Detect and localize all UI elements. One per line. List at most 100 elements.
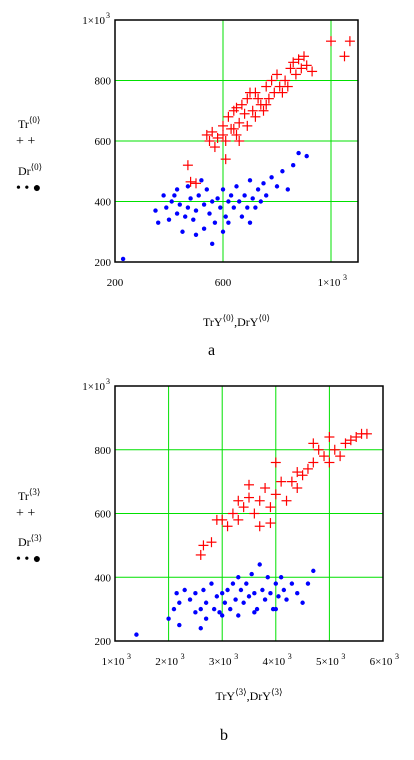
dr-point [280,169,285,174]
dr-point [182,587,187,593]
tr-point [206,537,217,548]
tr-point [344,36,355,47]
tr-point [299,51,309,62]
tr-point [335,451,346,462]
tr-point [324,457,335,468]
dr-point [237,199,242,204]
dr-point [203,616,209,621]
x-tick-label: 1×10 [318,277,341,289]
dr-point [241,600,246,605]
dr-point [304,153,309,159]
tr-point [207,126,218,137]
x-tick-exponent: 3 [288,652,292,661]
dr-point [295,590,300,596]
dr-point [214,594,220,599]
y-tick-label: 1×10 [82,381,105,393]
tr-point [231,129,242,140]
dr-point [265,575,270,580]
x-tick-exponent: 3 [343,273,347,282]
tr-point [249,508,260,519]
dr-point [289,581,295,586]
dr-point [226,199,231,204]
dr-point [230,581,236,586]
dr-point [300,600,305,605]
dr-point [199,178,204,183]
tr-point [218,120,228,131]
dr-point [305,581,311,586]
dr-point [238,587,244,593]
tr-point [212,132,223,143]
dr-point [196,193,201,198]
legend-series-superscript: ⟨3⟩ [29,487,41,497]
dr-point [198,626,203,631]
x-tick-label: 1×10 [102,656,125,668]
tr-point [296,63,307,74]
dr-point [153,208,158,213]
legend-label: Dr⟨0⟩ [18,162,42,178]
tr-point [292,483,303,493]
plot-frame [114,385,384,642]
dr-point [169,199,174,204]
dr-point [247,178,253,183]
y-tick-label: 600 [95,509,112,521]
y-tick-label: 200 [95,257,112,269]
dr-point [281,587,287,593]
legend-marker: • • ● [16,181,41,196]
y-tick-label: 400 [95,197,112,209]
dr-point [231,205,236,210]
dr-point [220,229,226,234]
tr-point [277,87,288,98]
dr-point [258,199,263,204]
tr-point [302,463,313,474]
dr-point [177,622,182,628]
tr-point [266,75,277,86]
dr-point [166,217,172,222]
dr-point [274,184,280,189]
dr-point [217,610,222,615]
dr-point [250,196,255,201]
tr-point [265,502,276,513]
tr-point [244,479,254,490]
y-tick-label: 400 [95,572,112,584]
dr-point [284,597,289,602]
tr-point [242,120,253,131]
x-axis-label-superscript: ⟨3⟩ [271,687,283,697]
tr-point [281,495,292,506]
x-tick-label: 200 [107,277,124,289]
dr-point [177,202,182,207]
dr-point [161,193,166,198]
dr-point [193,208,199,213]
dr-point [228,193,234,198]
tr-point [261,81,272,92]
tr-point [324,432,335,442]
legend-marker: + + [16,506,35,521]
tr-point [307,66,318,77]
x-tick-label: 4×10 [262,656,285,668]
tr-point [254,521,265,532]
dr-point [220,590,225,596]
dr-point [183,214,188,219]
dr-point [257,562,262,567]
tr-point [250,87,261,98]
dr-point [254,606,260,612]
dr-point [191,217,196,222]
tr-point [222,521,233,532]
panel-label: b [220,727,228,744]
tr-point [236,99,247,110]
x-tick-exponent: 3 [234,652,238,661]
dr-point [156,220,161,225]
dr-point [220,613,225,618]
dr-point [278,575,284,580]
tr-point [227,508,238,519]
dr-point [201,226,207,231]
tr-point [234,117,245,128]
tr-point [292,467,303,478]
x-axis-label: TrY⟨0⟩,DrY⟨0⟩ [203,313,270,329]
tr-point [198,540,209,551]
dr-point [239,214,245,219]
tr-point [258,105,269,116]
tr-point [254,495,265,506]
legend-label: Dr⟨3⟩ [18,533,42,549]
dr-point [285,187,290,192]
legend-series-name: Dr [18,535,31,549]
